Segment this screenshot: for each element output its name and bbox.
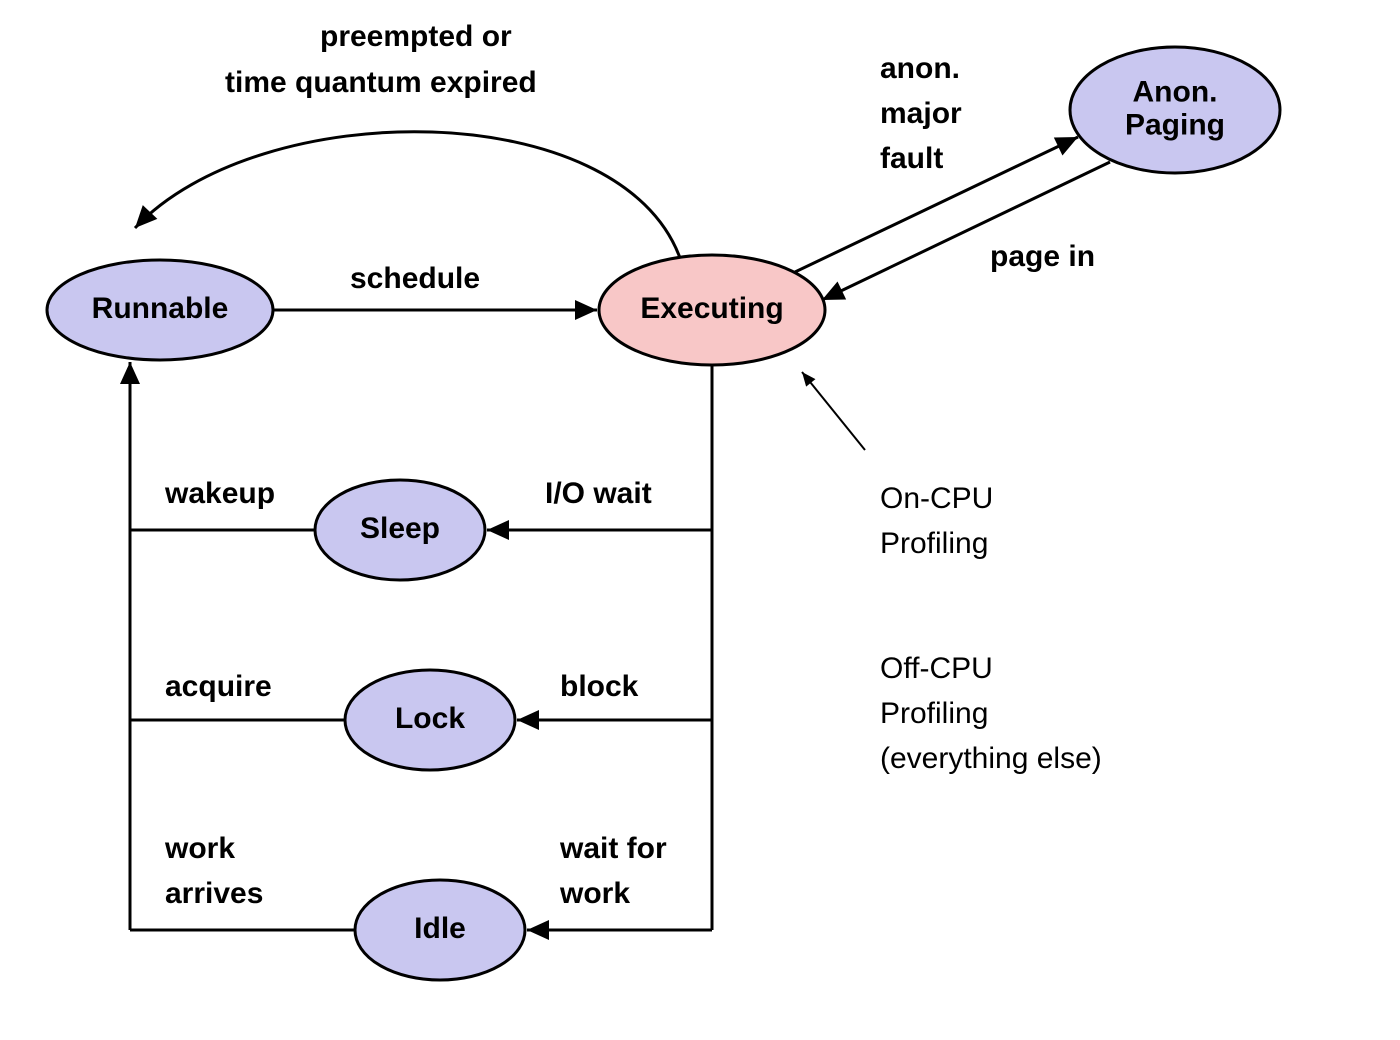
label-off_cpu: Off-CPU: [880, 652, 993, 685]
anon_paging-label-0: Anon.: [1133, 75, 1218, 108]
runnable-label: Runnable: [92, 292, 229, 325]
executing-label: Executing: [640, 292, 783, 325]
label-io_wait: I/O wait: [545, 477, 652, 510]
label-preempted_l1: preempted or: [320, 20, 512, 53]
label-everything: (everything else): [880, 742, 1102, 775]
label-anon_l2: major: [880, 97, 962, 130]
label-schedule: schedule: [350, 262, 480, 295]
label-profiling: Profiling: [880, 527, 988, 560]
idle-label: Idle: [414, 912, 466, 945]
label-on_cpu: On-CPU: [880, 482, 993, 515]
label-wait_for: wait for: [559, 832, 667, 865]
label-anon_l3: fault: [880, 142, 943, 175]
label-page_in: page in: [990, 240, 1095, 273]
label-block: block: [560, 670, 639, 703]
label-profiling2: Profiling: [880, 697, 988, 730]
lock-label: Lock: [395, 702, 465, 735]
label-anon_l1: anon.: [880, 52, 960, 85]
label-work2: work: [164, 832, 235, 865]
label-work: work: [559, 877, 630, 910]
anon_paging-label-1: Paging: [1125, 108, 1225, 141]
label-wakeup: wakeup: [164, 477, 275, 510]
label-preempted_l2: time quantum expired: [225, 66, 537, 99]
sleep-label: Sleep: [360, 512, 440, 545]
label-acquire: acquire: [165, 670, 272, 703]
label-arrives: arrives: [165, 877, 263, 910]
